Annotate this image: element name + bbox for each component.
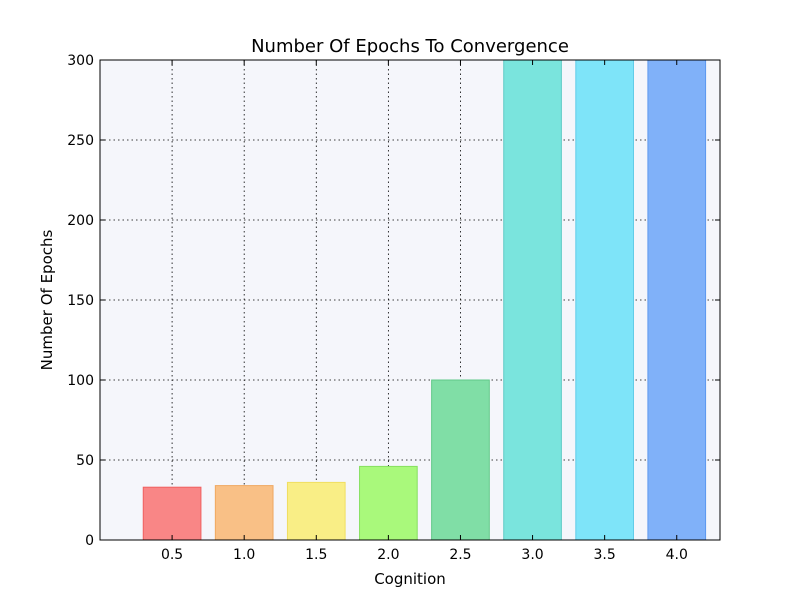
bar-3.0 xyxy=(503,59,562,541)
chart-title: Number Of Epochs To Convergence xyxy=(251,36,569,57)
axis-ticks: 0 50 100 150 200 250 300 0.5 1.0 1.5 2.0 2.5 3.0 3.5 4… xyxy=(67,53,720,563)
bar-2.0 xyxy=(359,465,418,541)
bar-2.5 xyxy=(431,379,490,541)
x-tick-label: 2.5 xyxy=(449,547,471,563)
bar-4.0 xyxy=(647,59,707,541)
x-tick-label: 2.0 xyxy=(377,547,399,563)
x-tick-label: 3.0 xyxy=(521,547,543,563)
bar-0.5 xyxy=(142,486,202,541)
bar-3.5 xyxy=(575,59,634,541)
y-axis-title: Number Of Epochs xyxy=(38,230,56,371)
y-tick-label: 50 xyxy=(76,453,94,469)
y-tick-label: 250 xyxy=(67,133,94,149)
y-tick-label: 0 xyxy=(85,533,94,549)
bar-1.0 xyxy=(214,485,274,541)
x-tick-label: 0.5 xyxy=(161,547,183,563)
x-tick-label: 3.5 xyxy=(594,547,616,563)
y-tick-label: 100 xyxy=(67,373,94,389)
x-axis-title: Cognition xyxy=(374,570,446,588)
x-tick-label: 1.5 xyxy=(305,547,327,563)
y-tick-label: 300 xyxy=(67,53,94,69)
y-tick-label: 200 xyxy=(67,213,94,229)
x-tick-label: 4.0 xyxy=(666,547,688,563)
y-tick-label: 150 xyxy=(67,293,94,309)
x-tick-label: 1.0 xyxy=(233,547,255,563)
bar-1.5 xyxy=(286,481,346,541)
